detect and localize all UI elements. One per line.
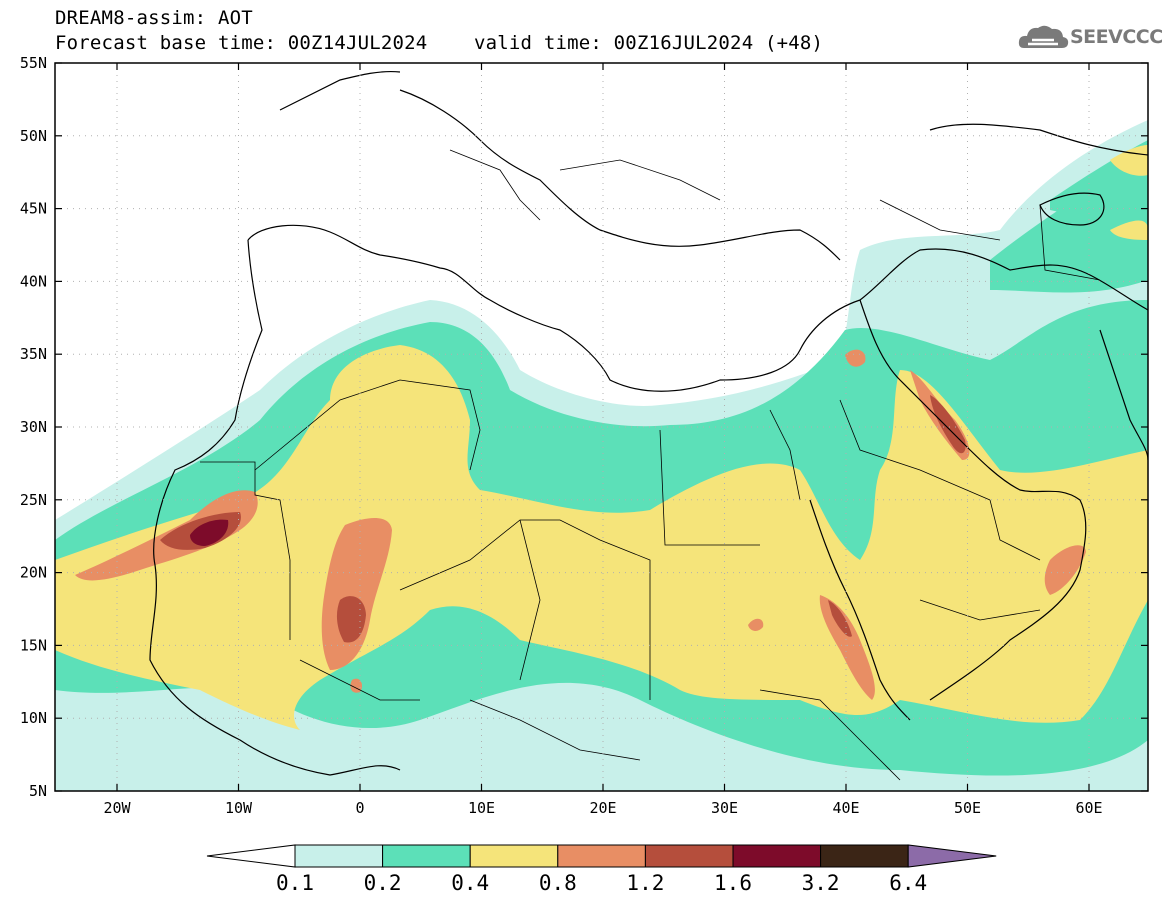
color-bar: 0.1 0.2 0.4 0.8 1.2 1.6 3.2 6.4: [206, 844, 997, 895]
colorbar-segment: [644, 844, 734, 868]
colorbar-segment: [557, 844, 646, 868]
lon-tick-label: 10W: [225, 799, 253, 817]
logo-text: SEEVCCC: [1070, 26, 1163, 48]
colorbar-segment: [382, 844, 471, 868]
colorbar-under-arrow: [206, 844, 296, 868]
colorbar-label: 0.4: [451, 871, 489, 895]
colorbar-segment: [820, 844, 909, 868]
lon-tick-label: 30E: [711, 799, 738, 817]
coastlines: [149, 70, 1148, 776]
colorbar-label: 6.4: [889, 871, 927, 895]
cloud-logo-icon: [1018, 25, 1069, 48]
lat-tick-label: 15N: [20, 636, 47, 654]
lat-tick-label: 25N: [20, 491, 47, 509]
colorbar-over-arrow: [907, 844, 997, 868]
colorbar-label: 0.2: [364, 871, 402, 895]
lat-tick-label: 35N: [20, 345, 47, 363]
lon-tick-label: 50E: [954, 799, 981, 817]
colorbar-segment: [732, 844, 822, 868]
latitude-axis: 55N 50N 45N 40N 35N 30N 25N 20N 15N 10N 5N: [20, 54, 1148, 800]
lon-tick-label: 0: [355, 799, 364, 817]
colorbar-label: 0.1: [276, 871, 314, 895]
country-borders: [200, 149, 1101, 781]
lat-tick-label: 10N: [20, 709, 47, 727]
forecast-time-line: Forecast base time: 00Z14JUL2024 valid t…: [55, 32, 824, 54]
colorbar-segment: [469, 844, 559, 868]
map-title: DREAM8-assim: AOT: [55, 7, 253, 29]
map-gridlines: [55, 63, 1148, 791]
lat-tick-label: 55N: [20, 54, 47, 72]
lon-tick-label: 20E: [589, 799, 616, 817]
colorbar-label: 0.8: [539, 871, 577, 895]
colorbar-label: 1.2: [626, 871, 664, 895]
colorbar-label: 3.2: [802, 871, 840, 895]
lat-tick-label: 40N: [20, 272, 47, 290]
lat-tick-label: 30N: [20, 418, 47, 436]
lon-tick-label: 40E: [832, 799, 859, 817]
lon-tick-label: 60E: [1075, 799, 1102, 817]
lat-tick-label: 5N: [29, 782, 47, 800]
lat-tick-label: 45N: [20, 200, 47, 218]
lat-tick-label: 50N: [20, 127, 47, 145]
lon-tick-label: 10E: [468, 799, 495, 817]
aot-band-1.6-3.2: [190, 519, 229, 546]
colorbar-segment: [294, 844, 384, 868]
longitude-axis: 20W 10W 0 10E 20E 30E 40E 50E 60E: [103, 63, 1103, 817]
colorbar-label: 1.6: [714, 871, 752, 895]
seevccc-logo: SEEVCCC: [1018, 22, 1163, 56]
map-area: [55, 63, 1148, 791]
lon-tick-label: 20W: [103, 799, 131, 817]
lat-tick-label: 20N: [20, 564, 47, 582]
